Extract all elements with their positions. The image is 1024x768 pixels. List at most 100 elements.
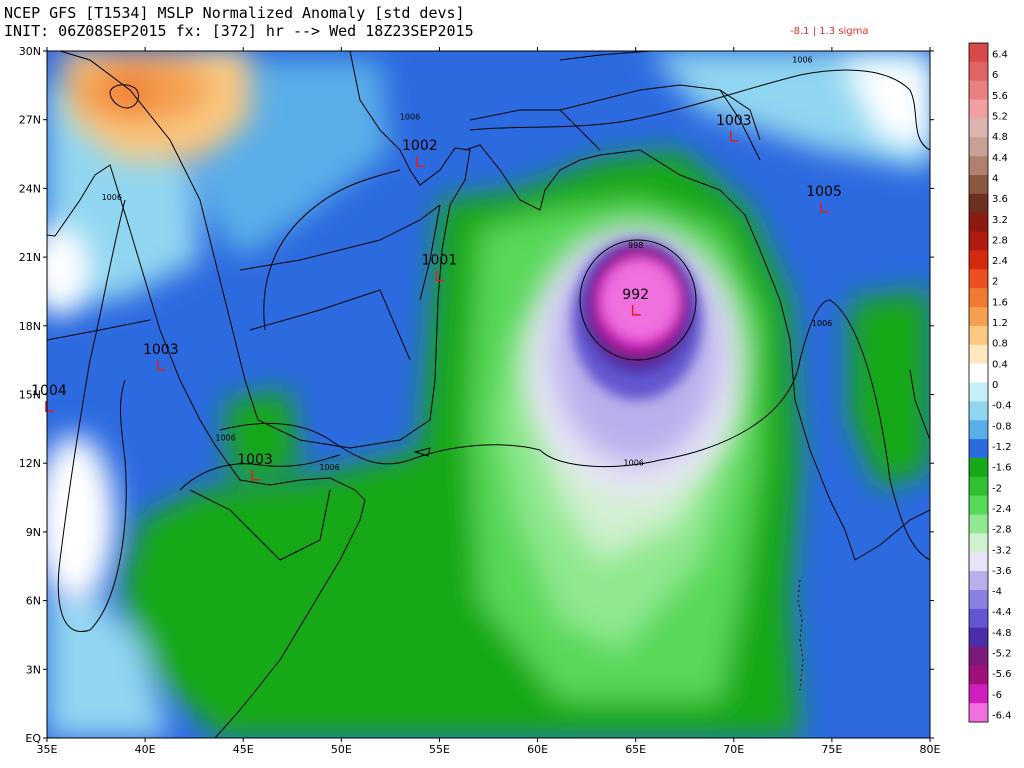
pressure-value: 1005 [806,184,842,200]
colorbar-label: 0 [992,380,998,391]
lat-label: 9N [26,526,41,539]
isobar-1006-africa [179,454,341,491]
isobar-low-ring [109,84,139,109]
field-white-northeast [840,60,930,150]
coast-sri [909,369,930,441]
low-marker [251,469,260,481]
colorbar-swatch [969,175,988,195]
pressure-value: 1003 [716,113,752,129]
colorbar-swatch [969,514,988,534]
isobar-label: 1006 [400,113,420,122]
axis-ticks: 35E 40E 45E 50E 55E 60E 65E 70E 75E 80E 30N 27N 24N 2… [19,45,941,756]
colorbar-swatch [969,420,988,440]
isobar-label: 1006 [319,463,339,472]
colorbar-label: -2.4 [992,504,1012,515]
lat-label: 30N [19,45,41,58]
lat-label: 27N [19,114,41,127]
sigma-stat: -8.1 | 1.3 sigma [790,26,869,37]
border-somalia [279,489,331,561]
field-white-northwest [47,225,90,315]
colorbar-swatch [969,627,988,648]
low-marker [435,270,445,282]
colorbar-swatch [969,476,988,497]
pressure-center: 1004 [31,383,67,412]
colorbar-swatch [969,495,988,516]
border-pakistan [719,89,761,161]
lon-label: 60E [527,743,548,756]
pressure-center: 1005 [806,184,842,213]
lon-label: 45E [233,743,254,756]
pressure-centers: 992 1001 1002 1003 1005 1003 1004 1003 [31,113,842,481]
colorbar-label: 0.8 [992,339,1008,350]
colorbar-swatch [969,325,988,346]
lat-label: 12N [19,457,41,470]
colorbar-frame [968,42,989,723]
isobars [57,69,930,633]
colorbar-label: -4.4 [992,607,1012,618]
colorbar-label: -2.8 [992,525,1012,536]
lon-label: 75E [821,743,842,756]
colorbar-label: 3.2 [992,215,1008,226]
low-marker [45,401,54,412]
lon-label: 40E [135,743,156,756]
isobar-1006-north [469,69,930,151]
colorbar-label: -0.8 [992,421,1012,432]
colorbar-label: -4 [992,587,1002,598]
coast-india-west [854,509,930,561]
pressure-value: 1003 [143,342,179,358]
socotra [413,447,431,457]
isobar-1006-main [539,299,930,561]
isobar-label: 1006 [812,319,832,328]
colorbar-swatch [969,80,988,101]
colorbar-swatch [969,363,988,383]
coastlines [47,51,930,738]
isobar-label: 1006 [102,193,122,202]
colorbar-label: 0.4 [992,359,1008,370]
isobar-label: 1006 [792,55,812,64]
colorbar-swatch [969,457,988,478]
pressure-center: 992 [622,287,649,316]
colorbar-swatch [969,61,988,82]
colorbar-swatch [969,193,988,214]
colorbar-swatch [969,288,988,308]
coast-north [559,51,651,61]
field-green-east [850,290,930,490]
low-marker [416,156,425,167]
header-title: NCEP GFS [T1534] MSLP Normalized Anomaly… [4,4,465,22]
low-marker [157,359,166,371]
colorbar-label: 1.6 [992,297,1008,308]
colorbar-swatch [969,307,988,327]
field-light-blue-southwest [47,590,170,738]
isobar-label: 1006 [215,433,235,442]
isobar-labels: 1006 1006 1006 1006 1006 1006 1006 998 [102,55,833,472]
colorbar-label: 6.4 [992,50,1008,61]
field-orange-center [105,74,155,110]
coast-arabia-redsea [59,51,471,449]
low-marker [730,130,739,142]
colorbar-label: -3.2 [992,545,1012,556]
colorbar-label: -5.6 [992,669,1012,680]
lat-label: EQ [25,732,41,745]
border-ethiopia [189,489,281,561]
pressure-value: 1001 [422,253,458,269]
colorbar-label: -2 [992,483,1002,494]
colorbar-swatch [969,382,988,402]
pressure-center: 1001 [422,253,458,282]
colorbar-label: 1.2 [992,318,1008,329]
colorbar-label: 2.4 [992,256,1008,267]
colorbar-swatch [969,589,988,610]
lon-label: 70E [723,743,744,756]
colorbar-label: 4 [992,173,998,184]
colorbar-swatch [969,665,988,685]
coast-gulf-oman [464,144,856,561]
lon-label: 65E [625,743,646,756]
border-saudi [239,204,441,271]
border-yemen [249,289,411,361]
colorbar-swatch [969,684,988,704]
colorbar-label: 2.8 [992,235,1008,246]
colorbar-label: -3.6 [992,566,1012,577]
colorbar-swatch [969,269,988,289]
pressure-value: 1002 [402,138,438,154]
coast-iran [469,84,761,141]
colorbar-label: -6 [992,690,1002,701]
